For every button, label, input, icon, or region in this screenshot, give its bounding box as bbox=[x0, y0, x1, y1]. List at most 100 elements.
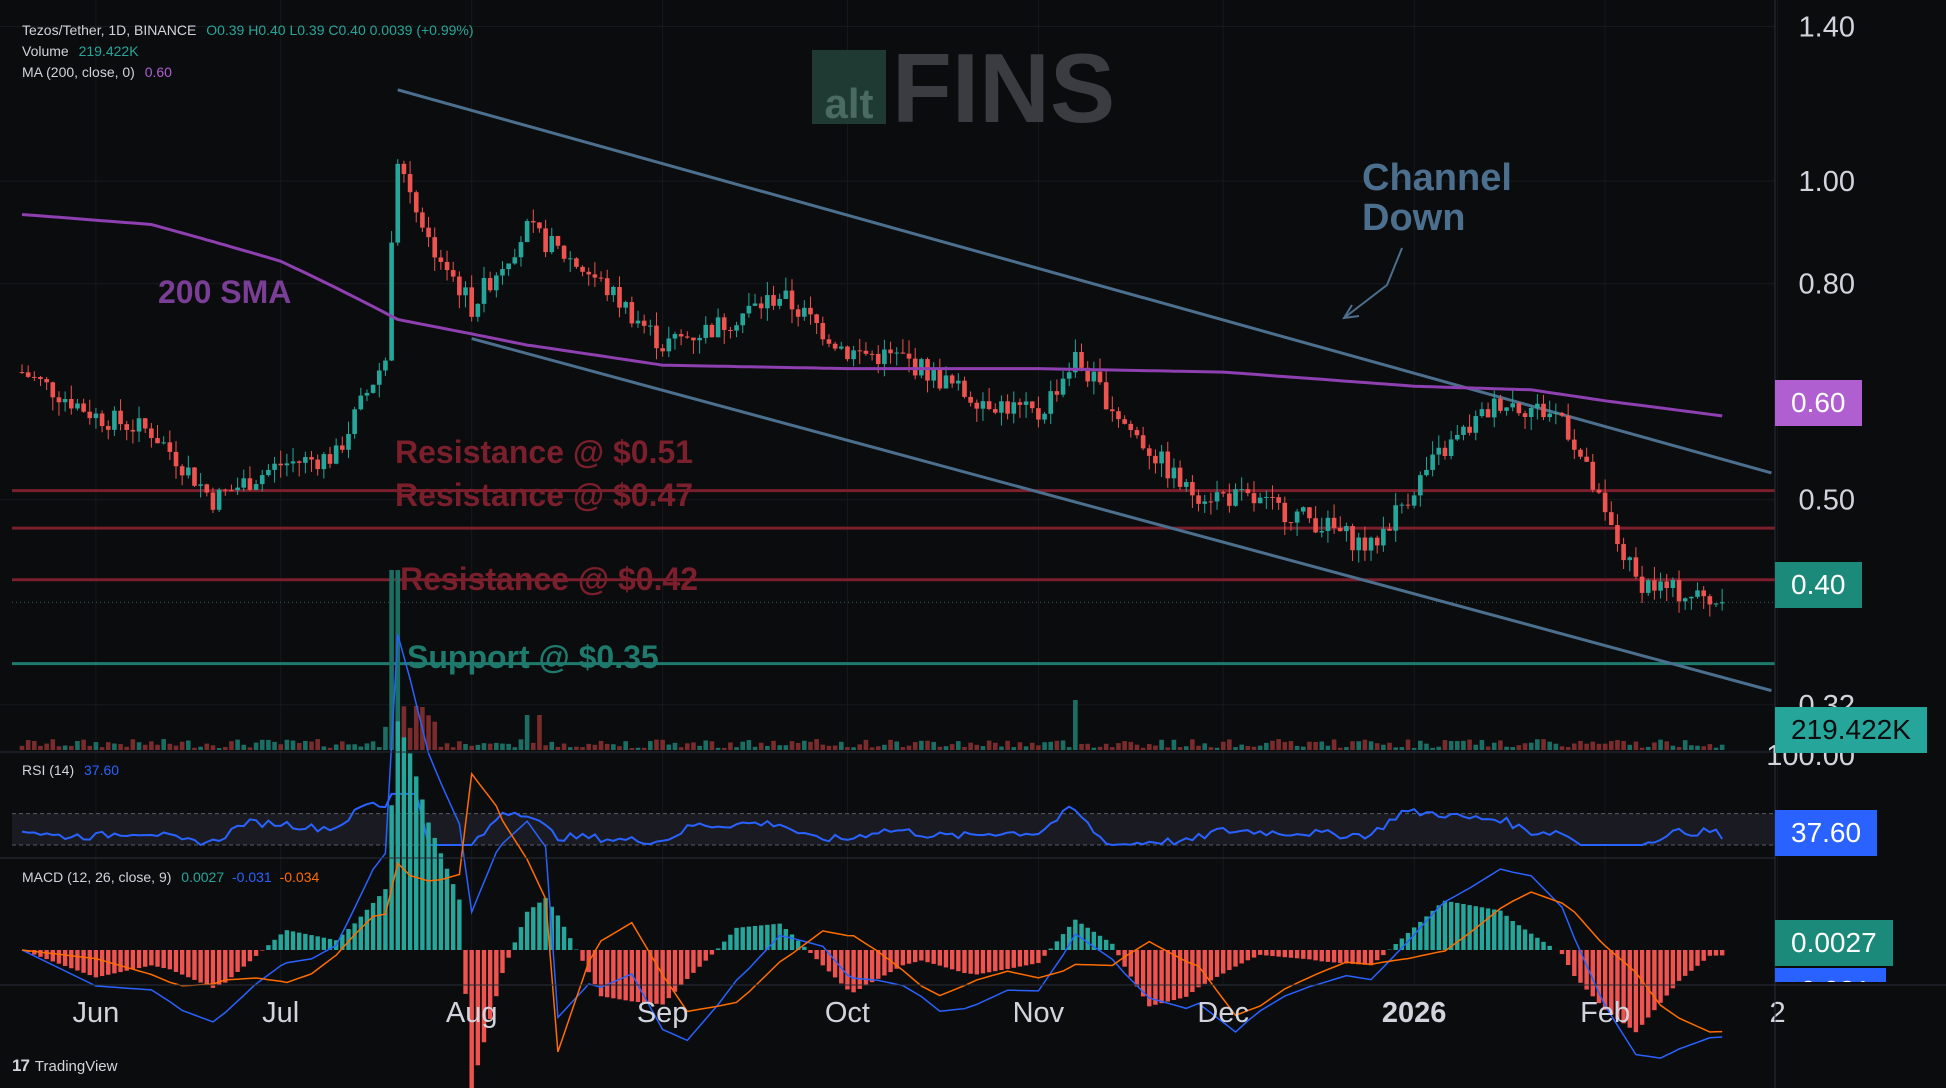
candle-body bbox=[567, 258, 573, 260]
macd-histogram-bar bbox=[1257, 950, 1263, 955]
rsi-line bbox=[21, 792, 1724, 847]
volume-bar bbox=[1522, 743, 1528, 750]
candle-body bbox=[1405, 504, 1411, 506]
candle-body bbox=[1639, 576, 1645, 593]
volume-bar bbox=[321, 746, 327, 750]
candle-body bbox=[426, 227, 431, 238]
volume-bar bbox=[524, 715, 530, 750]
candle-body bbox=[580, 266, 585, 272]
candle-body bbox=[986, 401, 992, 410]
volume-bar bbox=[389, 570, 394, 750]
volume-bar bbox=[1208, 747, 1214, 750]
volume-bar bbox=[623, 741, 628, 750]
macd-histogram-bar bbox=[672, 950, 678, 992]
volume-bar bbox=[1091, 747, 1097, 750]
macd-histogram-bar bbox=[303, 933, 308, 950]
macd-histogram-bar bbox=[1455, 902, 1460, 950]
volume-bar bbox=[118, 744, 123, 750]
rsi-label: RSI (14) bbox=[22, 762, 75, 778]
macd-histogram-bar bbox=[1294, 950, 1300, 959]
candle-body bbox=[44, 379, 49, 383]
volume-bar bbox=[1146, 744, 1152, 750]
candle-body bbox=[222, 489, 228, 491]
macd-histogram-bar bbox=[395, 721, 400, 950]
macd-histogram-bar bbox=[235, 950, 240, 972]
volume-bar bbox=[1405, 739, 1411, 750]
volume-bar bbox=[376, 747, 382, 750]
volume-bar bbox=[1165, 747, 1171, 750]
macd-histogram-bar bbox=[691, 950, 696, 973]
candle-body bbox=[1442, 447, 1448, 457]
macd-histogram-bar bbox=[260, 950, 265, 951]
candle-body bbox=[832, 343, 838, 349]
volume-bar bbox=[992, 742, 998, 750]
macd-histogram-bar bbox=[1621, 950, 1626, 1024]
volume-bar bbox=[1153, 745, 1158, 750]
candle-body bbox=[450, 270, 456, 277]
volume-bar bbox=[1565, 747, 1571, 750]
volume-bar bbox=[475, 744, 481, 750]
macd-histogram-bar bbox=[364, 909, 370, 950]
macd-histogram-bar bbox=[629, 950, 635, 1002]
volume-bar bbox=[1387, 742, 1392, 750]
watermark-fins: FINS bbox=[892, 33, 1115, 143]
volume-bar bbox=[469, 745, 474, 750]
macd-histogram-bar bbox=[500, 950, 505, 974]
candle-body bbox=[543, 228, 548, 253]
candle-body bbox=[1368, 537, 1374, 551]
candle-body bbox=[746, 305, 752, 314]
candle-body bbox=[518, 242, 524, 258]
candle-body bbox=[296, 461, 302, 463]
volume-bar bbox=[1276, 739, 1281, 750]
volume-bar bbox=[32, 740, 37, 750]
candle-body bbox=[684, 336, 690, 338]
macd-histogram-bar bbox=[1436, 905, 1441, 950]
macd-histogram-bar bbox=[913, 950, 918, 963]
macd-histogram-bar bbox=[1079, 923, 1084, 950]
volume-bar bbox=[1399, 747, 1405, 750]
volume-bar bbox=[1461, 740, 1466, 750]
candle-body bbox=[1498, 398, 1503, 411]
candle-body bbox=[931, 368, 936, 381]
macd-histogram-bar bbox=[93, 950, 99, 978]
macd-histogram-bar bbox=[1479, 907, 1485, 950]
candle-body bbox=[1430, 454, 1435, 470]
macd-histogram-bar bbox=[993, 950, 998, 972]
candle-body bbox=[1208, 501, 1214, 503]
support-annotation-035: Support @ $0.35 bbox=[407, 639, 659, 675]
candle-body bbox=[327, 454, 333, 464]
candle-body bbox=[808, 307, 813, 315]
volume-bar bbox=[1602, 743, 1608, 750]
macd-histogram-bar bbox=[1670, 950, 1676, 989]
candle-body bbox=[235, 487, 240, 491]
candle-body bbox=[598, 277, 604, 279]
macd-histogram-bar bbox=[1054, 941, 1060, 950]
volume-bar bbox=[1036, 745, 1041, 750]
macd-histogram-bar bbox=[124, 950, 129, 971]
y-tick-label: 0.80 bbox=[1799, 269, 1855, 301]
candle-body bbox=[1313, 518, 1318, 533]
volume-bar bbox=[247, 747, 253, 750]
volume-bar bbox=[1190, 739, 1195, 750]
candle-body bbox=[309, 457, 314, 460]
macd-histogram-bar bbox=[1602, 950, 1608, 1010]
volume-bar bbox=[352, 744, 357, 750]
macd-histogram-bar bbox=[1504, 915, 1509, 950]
candle-body bbox=[875, 353, 881, 365]
macd-histogram-bar bbox=[900, 950, 906, 966]
macd-histogram-bar bbox=[44, 950, 49, 960]
candle-body bbox=[1337, 527, 1343, 532]
volume-bar bbox=[407, 727, 413, 750]
tradingview-footer[interactable]: 17 TradingView bbox=[12, 1056, 117, 1076]
macd-histogram-bar bbox=[99, 950, 105, 977]
volume-bar bbox=[832, 745, 838, 750]
macd-histogram-bar bbox=[173, 950, 179, 972]
macd-histogram-bar bbox=[986, 950, 992, 973]
macd-histogram-bar bbox=[617, 950, 622, 1000]
volume-bar bbox=[1245, 745, 1251, 750]
volume-bar bbox=[383, 726, 388, 750]
candle-body bbox=[1300, 507, 1306, 512]
volume-bar bbox=[142, 744, 148, 750]
